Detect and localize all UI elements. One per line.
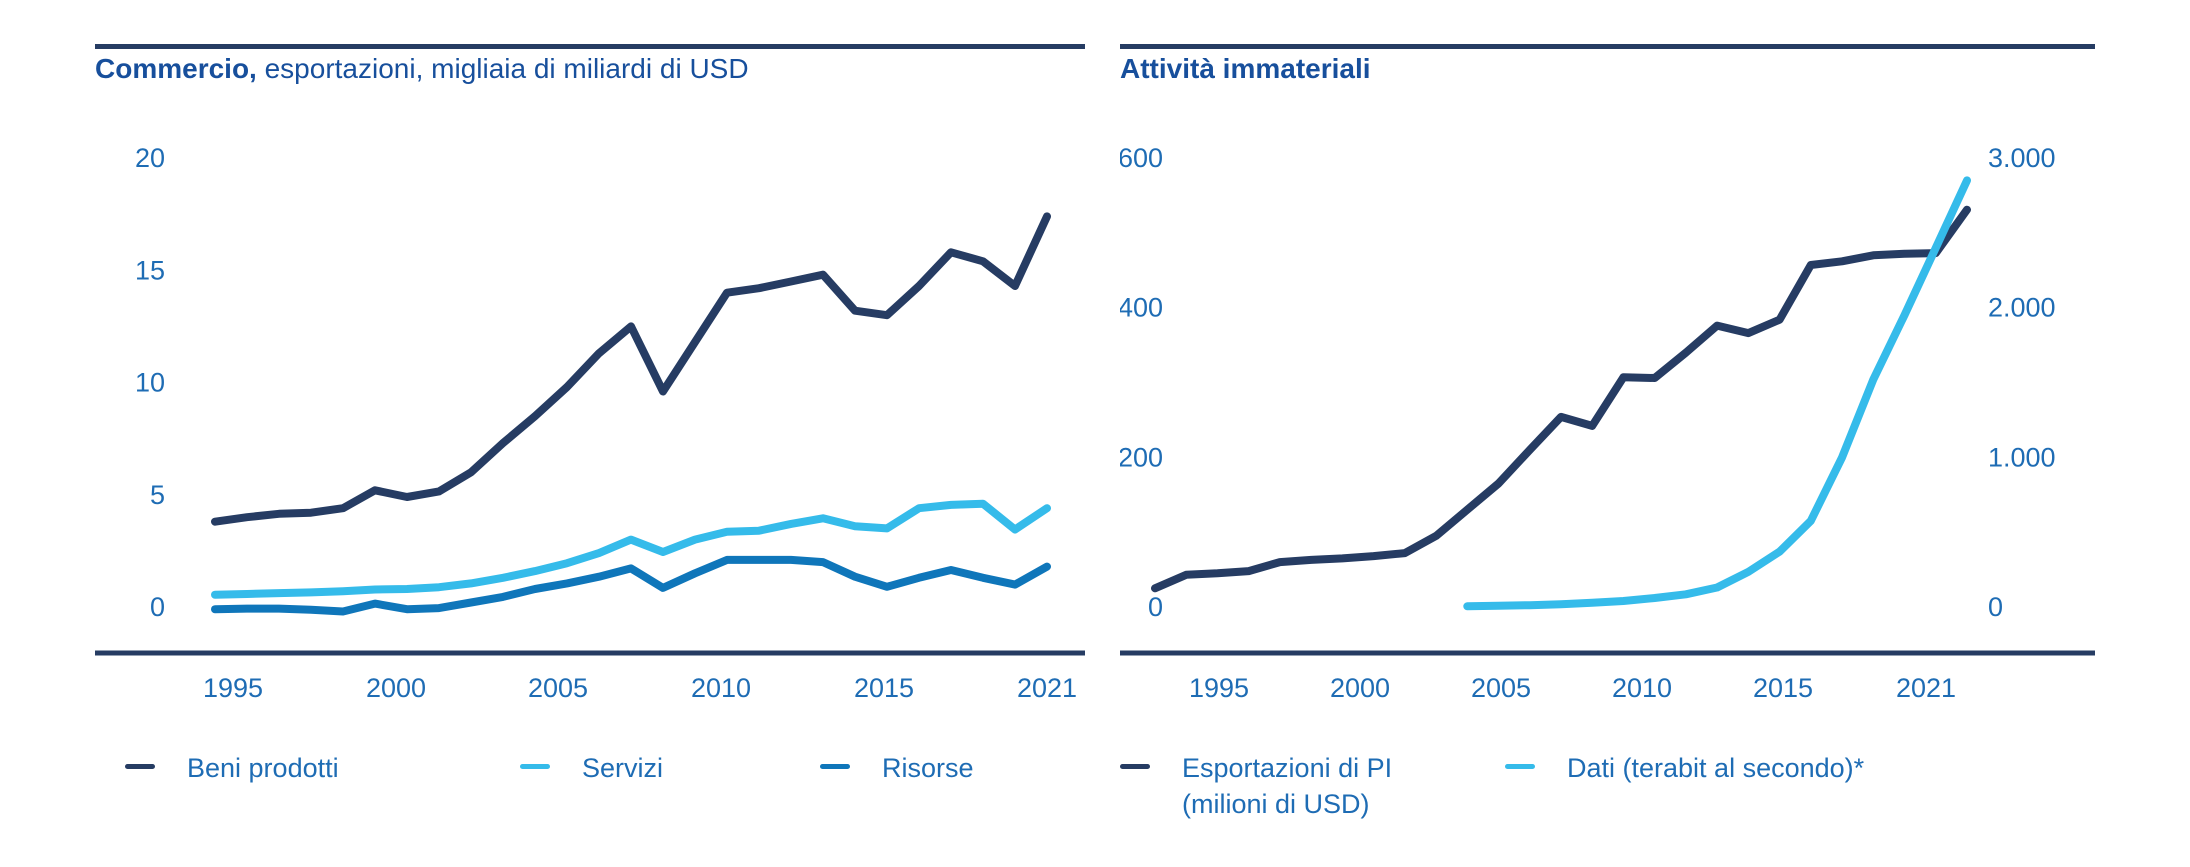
series-line-risorse xyxy=(211,555,1051,616)
legend-item-esportazioni-pi: Esportazioni di PI (milioni di USD) xyxy=(1120,751,1392,823)
x-tick-label: 2005 xyxy=(1471,673,1531,703)
chart-title-trade: Commercio, esportazioni, migliaia di mil… xyxy=(95,53,749,85)
y-axis-right-tick-label: 2.000 xyxy=(1988,293,2056,323)
chart-title-bold: Commercio, xyxy=(95,53,257,84)
y-axis-left-tick-label: 20 xyxy=(135,143,165,173)
y-axis-right-tick-label: 0 xyxy=(1988,592,2003,622)
legend-label-beni-prodotti: Beni prodotti xyxy=(187,753,339,783)
legend-swatch-dati xyxy=(1505,764,1535,769)
legend-label-risorse: Risorse xyxy=(882,753,974,783)
chart-panel-intangibles: Attività immateriali 1995 2000 2005 2010 201… xyxy=(1120,0,2095,867)
x-tick-label: 2021 xyxy=(1017,673,1077,703)
series-line-beni-prodotti xyxy=(211,212,1051,526)
legend-item-servizi: Servizi xyxy=(520,751,663,787)
x-tick-label: 2005 xyxy=(528,673,588,703)
x-tick-label: 2010 xyxy=(691,673,751,703)
y-axis-left-tick-label: 5 xyxy=(150,480,165,510)
legend-label-servizi: Servizi xyxy=(582,753,664,783)
legend-label-dati: Dati (terabit al secondo)* xyxy=(1567,753,1865,783)
legend-item-risorse: Risorse xyxy=(820,751,974,787)
legend-label-esportazioni-pi: Esportazioni di PI (milioni di USD) xyxy=(1182,753,1393,819)
legend-item-beni-prodotti: Beni prodotti xyxy=(125,751,339,787)
y-axis-left-tick-label: 200 xyxy=(1120,442,1163,472)
y-axis-left-tick-label: 400 xyxy=(1120,293,1163,323)
intangibles-chart-plot: 1995 2000 2005 2010 2015 2021 0 200 400 600 0 1.000… xyxy=(1120,143,2095,703)
x-tick-label: 2010 xyxy=(1612,673,1672,703)
chart-title-bold: Attività immateriali xyxy=(1120,53,1371,84)
y-axis-left-tick-label: 0 xyxy=(1148,592,1163,622)
legend-item-dati: Dati (terabit al secondo)* xyxy=(1505,751,1864,787)
x-tick-label: 1995 xyxy=(1189,673,1249,703)
trade-chart-plot: 1995 2000 2005 2010 2015 2021 0 5 10 15 20 xyxy=(95,143,1085,703)
x-tick-label: 2000 xyxy=(366,673,426,703)
x-tick-label: 2000 xyxy=(1330,673,1390,703)
chart-title-intangibles: Attività immateriali xyxy=(1120,53,1371,85)
chart-title-rest: esportazioni, migliaia di miliardi di US… xyxy=(256,53,749,84)
series-line-esportazioni-di-pi-milioni-di-usd xyxy=(1151,205,1971,593)
y-axis-left-tick-label: 10 xyxy=(135,368,165,398)
y-axis-left-tick-label: 0 xyxy=(150,592,165,622)
x-tick-label: 2015 xyxy=(854,673,914,703)
panel-top-rule xyxy=(95,44,1085,49)
legend-swatch-servizi xyxy=(520,764,550,769)
x-tick-label: 2021 xyxy=(1896,673,1956,703)
legend-swatch-risorse xyxy=(820,764,850,769)
y-axis-right-tick-label: 1.000 xyxy=(1988,442,2056,472)
y-axis-left-tick-label: 600 xyxy=(1120,143,1163,173)
panel-top-rule xyxy=(1120,44,2095,49)
legend-swatch-esportazioni-pi xyxy=(1120,764,1150,769)
y-axis-right-tick-label: 3.000 xyxy=(1988,143,2056,173)
chart-panel-trade: Commercio, esportazioni, migliaia di mil… xyxy=(95,0,1085,867)
series-line-dati-terabit-al-secondo xyxy=(1463,176,1971,611)
x-tick-label: 1995 xyxy=(203,673,263,703)
legend-swatch-beni-prodotti xyxy=(125,764,155,769)
x-tick-label: 2015 xyxy=(1753,673,1813,703)
series-line-servizi xyxy=(211,499,1051,599)
y-axis-left-tick-label: 15 xyxy=(135,255,165,285)
